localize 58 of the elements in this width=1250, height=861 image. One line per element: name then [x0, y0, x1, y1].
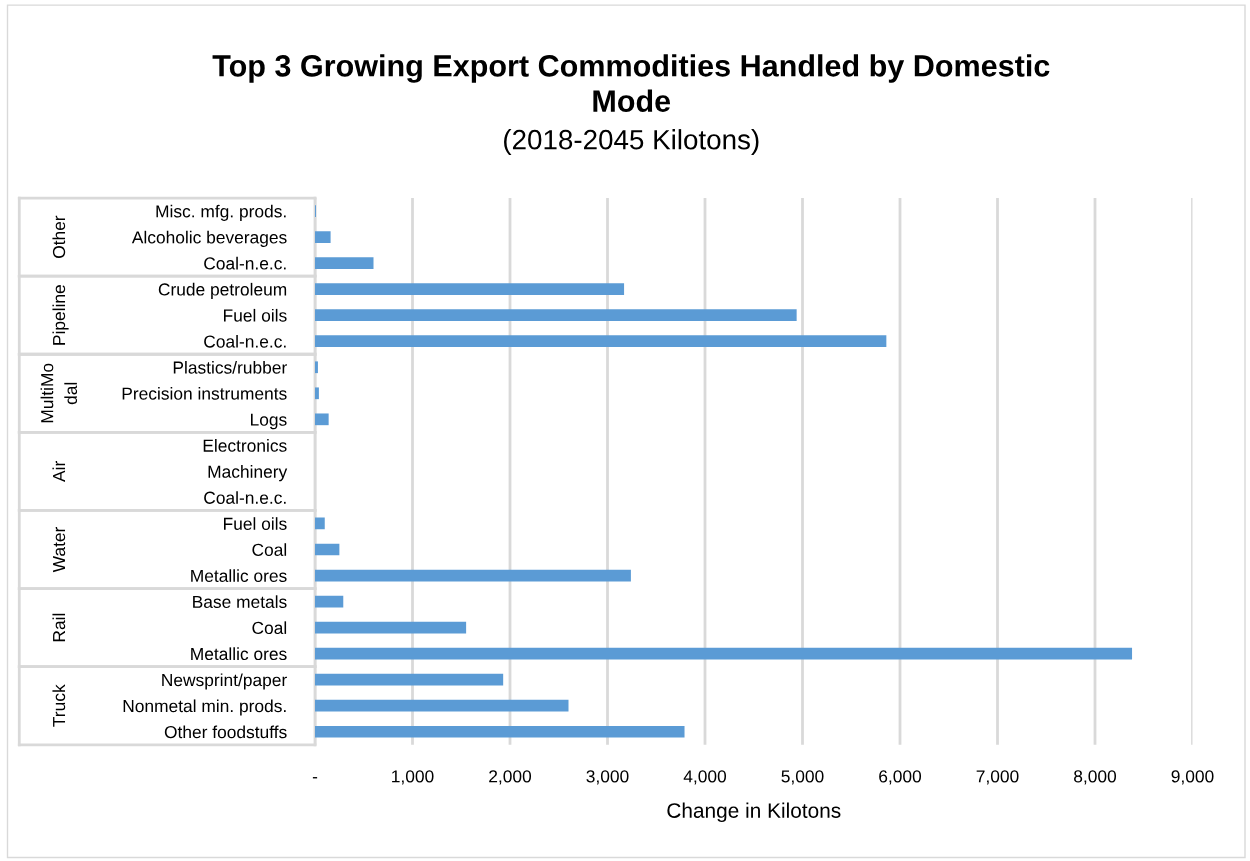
y-tick-label: Fuel oils [224, 308, 287, 322]
y-tick-label: Coal-n.e.c. [204, 256, 286, 270]
y-tick-label: Crude petroleum [158, 282, 287, 300]
text: Truck [52, 684, 66, 727]
bar [315, 647, 1133, 660]
x-tick-label: 4,000 [683, 770, 727, 785]
x-tick-label: 2,000 [489, 770, 532, 785]
text: Rail [52, 613, 66, 642]
x-tick-label: - [312, 777, 318, 779]
bar [315, 699, 569, 712]
x-tick-label: 3,000 [586, 770, 629, 785]
y-tick-label: Other foodstuffs [164, 725, 287, 739]
y-tick-label: Metallic ores [191, 569, 287, 582]
text: MultiMo dal [40, 363, 78, 423]
y-tick-label: Coal [252, 543, 287, 556]
y-tick-label: Nonmetal min. prods. [123, 699, 286, 716]
bar [315, 387, 319, 400]
y-tick-label: Coal-n.e.c. [204, 334, 286, 348]
x-tick-label: 8,000 [1074, 770, 1117, 785]
y-tick-label: Metallic ores [191, 647, 287, 661]
x-tick-label: 6,000 [879, 770, 922, 785]
bar [315, 231, 331, 243]
x-tick-label: 7,000 [976, 770, 1019, 785]
y-tick-label: Electronics [203, 439, 287, 452]
bar [315, 595, 344, 608]
bar [315, 517, 325, 530]
text: Water [53, 526, 66, 573]
text: Air [52, 461, 66, 482]
bar [315, 725, 685, 738]
y-tick-label: Alcoholic beverages [131, 230, 287, 247]
y-tick-label: Precision instruments [122, 387, 287, 400]
chart-subtitle: (2018-2045 Kilotons) [504, 129, 759, 155]
text: Pipeline [52, 285, 69, 345]
bar [315, 257, 374, 269]
bar [315, 621, 467, 634]
y-tick-label: Coal [252, 621, 287, 635]
bar [315, 309, 797, 322]
y-tick-label: Machinery [208, 465, 288, 482]
bar [315, 569, 631, 582]
text: Other [52, 215, 66, 258]
x-tick-label: 1,000 [392, 770, 434, 785]
x-tick-label: 5,000 [781, 770, 824, 785]
y-tick-label: Misc. mfg. prods. [156, 204, 286, 221]
bar [315, 361, 318, 374]
y-tick-label: Fuel oils [224, 517, 287, 530]
bar [315, 335, 887, 348]
bar [315, 673, 504, 686]
x-axis-title: Change in Kilotons [667, 802, 841, 823]
y-tick-label: Coal-n.e.c. [204, 491, 286, 504]
y-tick-label: Base metals [193, 595, 287, 609]
bar [315, 413, 329, 426]
bar [315, 283, 625, 296]
y-tick-label: Logs [251, 413, 287, 430]
bar [315, 543, 340, 556]
chart-title: Top 3 Growing Export Commodities Handled by Domestic Mode [212, 54, 1050, 112]
x-tick-label: 9,000 [1171, 770, 1214, 785]
y-tick-label: Newsprint/paper [162, 673, 287, 690]
y-tick-label: Plastics/rubber [173, 360, 287, 374]
